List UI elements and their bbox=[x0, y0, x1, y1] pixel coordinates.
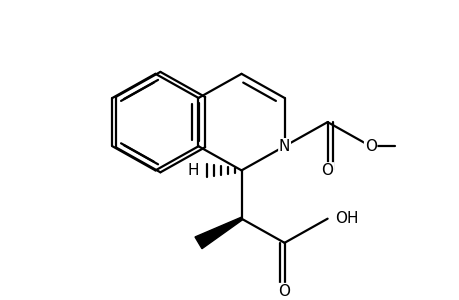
Text: O: O bbox=[321, 163, 333, 178]
Polygon shape bbox=[195, 218, 242, 249]
Text: H: H bbox=[187, 163, 198, 178]
Text: N: N bbox=[278, 139, 290, 154]
Text: O: O bbox=[278, 284, 290, 298]
Text: OH: OH bbox=[335, 211, 358, 226]
Text: O: O bbox=[364, 139, 376, 154]
